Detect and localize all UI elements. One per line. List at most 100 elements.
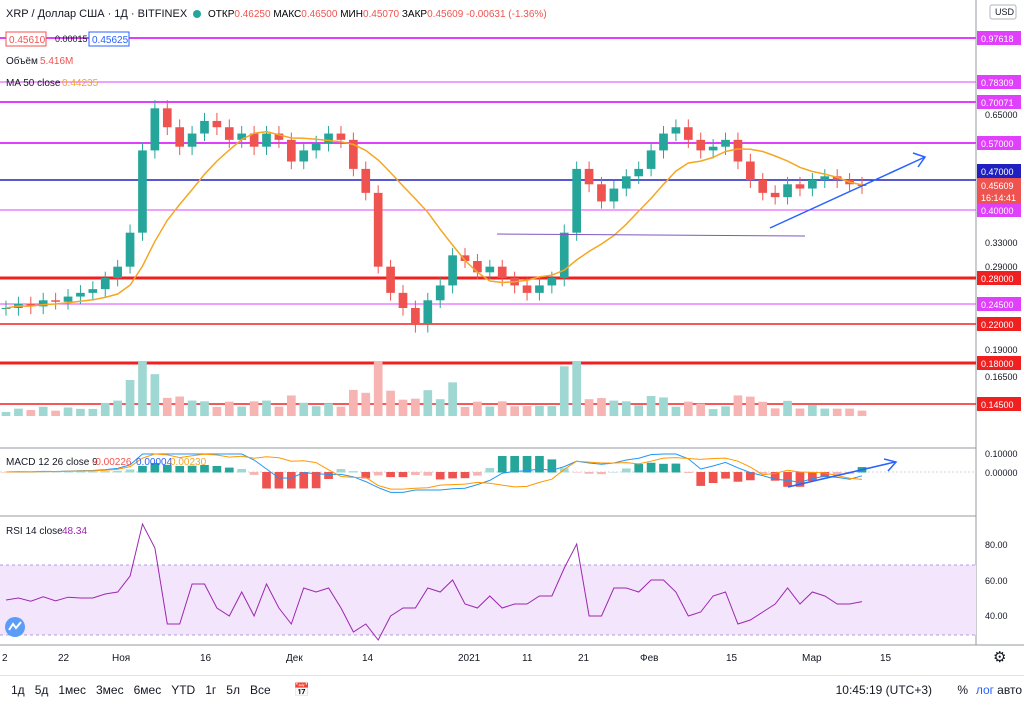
price-tag: [977, 356, 1021, 370]
timeframe-5y[interactable]: 5л: [226, 683, 240, 697]
macd-hist-bar: [175, 465, 185, 473]
macd-hist-bar: [497, 456, 507, 473]
open-label: ОТКР: [208, 9, 235, 20]
macd-hist-bar: [38, 471, 48, 473]
volume-bar: [224, 401, 234, 416]
volume-bar: [100, 402, 110, 416]
volume-bar: [125, 380, 135, 416]
x-axis-label: 14: [362, 653, 374, 664]
candle-body: [671, 127, 681, 134]
macd-v2: 0.00004: [136, 457, 173, 468]
rsi-line: [5, 522, 863, 641]
gear-icon[interactable]: ⚙: [993, 649, 1007, 666]
auto-toggle[interactable]: авто: [997, 683, 1022, 697]
x-axis-label: 11: [522, 653, 533, 664]
macd-line: [5, 453, 863, 493]
percent-toggle[interactable]: %: [957, 683, 968, 697]
ma-line: [5, 130, 863, 309]
candle-body: [138, 150, 147, 233]
price-tag-label: 0.97618: [981, 34, 1014, 44]
macd-hist-bar: [150, 462, 160, 473]
macd-hist-bar: [187, 465, 197, 473]
high-value: 0.46500: [301, 9, 338, 20]
macd-hist-bar: [311, 472, 321, 489]
change-value: -0.00631 (-1.36%): [466, 9, 547, 20]
timeframe-6m[interactable]: 6мес: [133, 683, 162, 697]
rsi-band: [0, 565, 976, 635]
macd-hist-bar: [286, 472, 296, 489]
timeframe-5d[interactable]: 5д: [34, 683, 49, 697]
candle-body: [88, 289, 98, 293]
timeframe-ytd[interactable]: YTD: [171, 683, 196, 697]
currency-box[interactable]: [989, 4, 1017, 20]
macd-hist-bar: [597, 472, 606, 475]
candle-body: [324, 133, 333, 143]
volume-bar: [361, 392, 371, 416]
price-tag: [977, 271, 1021, 285]
price-axis-label: 0.29000: [985, 262, 1018, 272]
macd-hist-bar: [522, 456, 532, 473]
price-tag: [977, 317, 1021, 331]
log-toggle[interactable]: лог: [975, 683, 994, 697]
macd-hist-bar: [386, 472, 395, 478]
arrow-head-icon: [912, 152, 927, 168]
candle-body: [274, 133, 284, 140]
countdown-label: 16:14:41: [981, 193, 1016, 203]
macd-hist-bar: [696, 472, 706, 486]
candle-body: [212, 120, 222, 128]
macd-hist-bar: [708, 472, 718, 483]
timeframe-1d[interactable]: 1д: [11, 683, 25, 697]
macd-hist-bar: [547, 459, 557, 473]
price-tag-label: 0.28000: [981, 274, 1014, 284]
macd-hist-bar: [361, 472, 371, 479]
timeframe-1m[interactable]: 1мес: [58, 683, 86, 697]
volume-bar: [497, 401, 507, 416]
x-axis-label: Дек: [286, 653, 303, 664]
candle-body: [634, 168, 644, 177]
macd-hist-bar: [125, 469, 135, 473]
macd-pane[interactable]: [0, 453, 976, 493]
timeframe-3m[interactable]: 3мес: [95, 683, 124, 697]
price-tag-label: 0.45609: [981, 181, 1014, 191]
volume-bar: [646, 396, 656, 416]
x-axis-label: 2: [2, 653, 8, 664]
legend: XRP / Доллар США · 1Д · BITFINEX ОТКР0.4…: [5, 4, 1017, 537]
macd-hist-bar: [63, 471, 73, 473]
macd-hist-bar: [510, 456, 519, 473]
macd-hist-bar: [795, 472, 805, 487]
tradingview-logo-icon[interactable]: [5, 617, 25, 637]
main-pane[interactable]: [0, 37, 976, 416]
price-tag-label: 0.57000: [981, 139, 1014, 149]
ask-box[interactable]: [88, 31, 130, 47]
volume-bar: [597, 398, 606, 416]
candle-body: [721, 139, 730, 147]
clock: 10:45:19 (UTC+3): [835, 683, 932, 697]
candle-body: [162, 108, 172, 128]
volume-bar: [76, 408, 85, 416]
price-axis-label: 0.19000: [985, 345, 1018, 355]
volume-bar: [299, 402, 309, 416]
macd-hist-bar: [51, 471, 60, 473]
price-tag-label: 0.47000: [981, 167, 1014, 177]
macd-hist-bar: [659, 463, 668, 473]
volume-bar: [708, 409, 718, 416]
bid-box[interactable]: [5, 31, 47, 47]
ask-value: 0.45625: [92, 35, 129, 46]
volume-bar: [634, 405, 644, 416]
rsi-pane[interactable]: [0, 522, 976, 641]
volume-bar: [547, 406, 557, 416]
volume-bar: [820, 408, 830, 416]
macd-hist-bar: [349, 471, 358, 473]
low-label: МИН: [340, 9, 363, 20]
volume-bar: [721, 406, 730, 416]
timeframe-1y[interactable]: 1г: [205, 683, 217, 697]
calendar-icon[interactable]: 📅: [293, 682, 310, 697]
volume-bar: [473, 401, 482, 416]
macd-hist-bar: [783, 472, 792, 487]
volume-bar: [559, 366, 569, 416]
candle-body: [547, 278, 557, 286]
candle-body: [262, 133, 271, 147]
timeframe-all[interactable]: Все: [249, 683, 271, 697]
candle-body: [770, 192, 780, 198]
